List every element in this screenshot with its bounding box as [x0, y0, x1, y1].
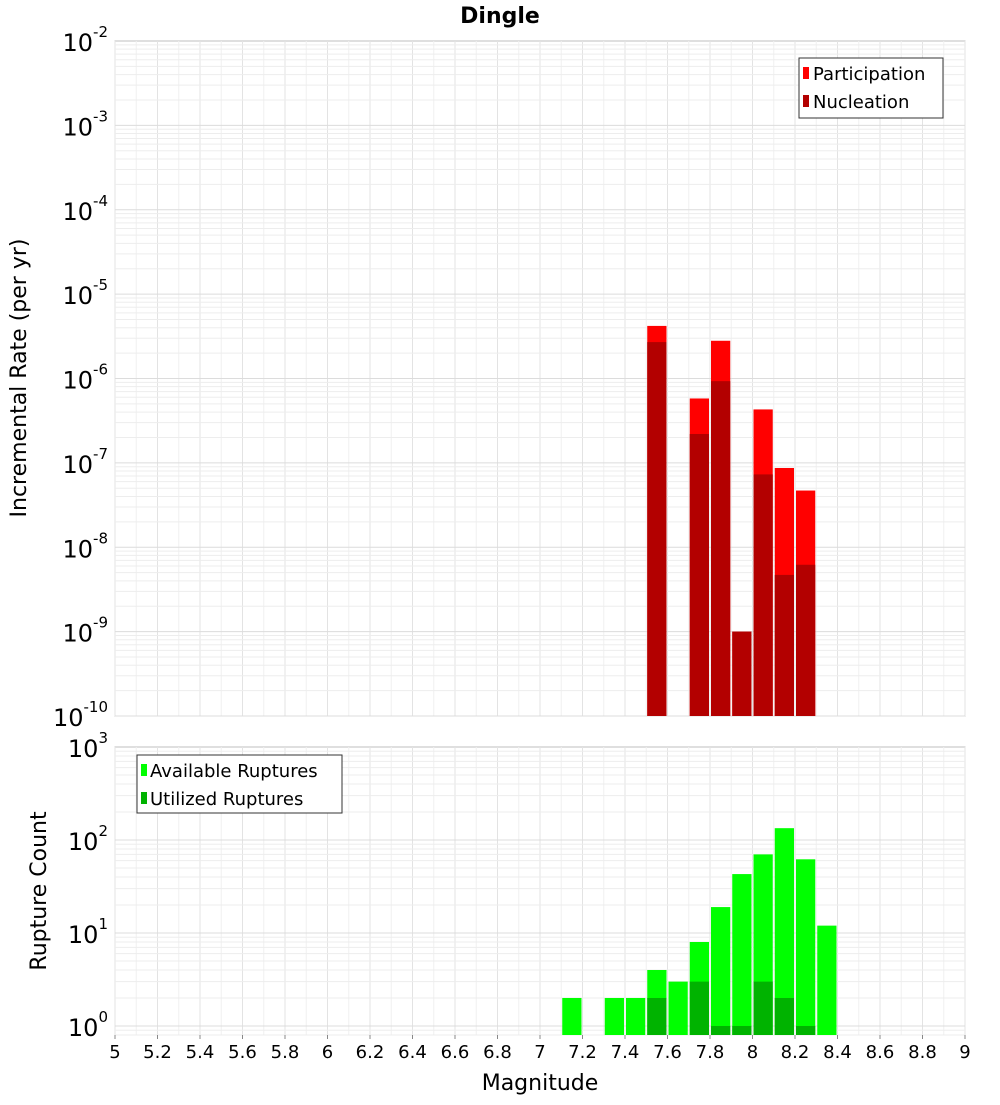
count-legend-available-label: Available Ruptures [150, 761, 318, 782]
count-legend-available-swatch [141, 764, 147, 776]
x-tick-label: 7.2 [568, 1042, 597, 1063]
rate-legend-box [798, 57, 944, 119]
rate-gridlines [114, 41, 966, 717]
x-tick-label: 6.2 [356, 1042, 385, 1063]
rate-y-tick-label: 10-10 [53, 698, 108, 732]
count-legend: Available Ruptures Utilized Ruptures [136, 754, 343, 814]
x-tick-label: 6.8 [483, 1042, 512, 1063]
rate-y-tick-label: 10-7 [62, 445, 108, 479]
x-tick-label: 5.8 [271, 1042, 300, 1063]
rate-bar-nucleation [774, 574, 794, 716]
rate-y-axis-label: Incremental Rate (per yr) [7, 239, 32, 518]
rate-y-tick-label: 10-4 [62, 192, 108, 226]
count-bar-available-ruptures [668, 981, 688, 1035]
count-bar-utilized-ruptures [774, 997, 794, 1035]
rate-legend-nucleation-swatch [803, 95, 809, 107]
x-tick-label: 9 [959, 1042, 970, 1063]
count-bar-available-ruptures [711, 907, 731, 1035]
rate-legend: Participation Nucleation [798, 57, 944, 119]
rate-y-tick-labels: 10-10 10-9 10-8 10-7 10-6 10-5 10-4 10-3 10-2 [53, 23, 108, 732]
count-legend-utilized-label: Utilized Ruptures [150, 789, 303, 810]
rate-bar-nucleation [796, 564, 816, 716]
count-y-tick-label: 102 [68, 822, 108, 856]
count-bar-utilized-ruptures [647, 997, 667, 1035]
count-bar-utilized-ruptures [796, 1025, 816, 1035]
count-bar-available-ruptures [604, 997, 624, 1035]
x-tick-label: 8.8 [908, 1042, 937, 1063]
x-tick-label: 7 [534, 1042, 545, 1063]
x-tick-label: 6 [322, 1042, 333, 1063]
count-y-tick-labels: 100 101 102 103 [68, 729, 108, 1042]
chart-title: Dingle [460, 4, 540, 29]
x-tick-label: 7.8 [696, 1042, 725, 1063]
rate-y-tick-label: 10-8 [62, 529, 108, 563]
rate-y-tick-label: 10-6 [62, 361, 108, 395]
count-bar-available-ruptures [562, 997, 582, 1035]
x-tick-label: 6.6 [441, 1042, 470, 1063]
count-bars [562, 828, 837, 1035]
count-bar-available-ruptures [817, 925, 837, 1035]
rate-bar-nucleation [711, 381, 731, 716]
rate-bar-nucleation [689, 433, 709, 716]
rate-bar-nucleation [647, 342, 667, 716]
rate-y-tick-label: 10-9 [62, 614, 108, 648]
count-bar-utilized-ruptures [689, 981, 709, 1035]
count-bar-available-ruptures [774, 828, 794, 1035]
x-tick-label: 5.4 [186, 1042, 215, 1063]
x-tick-label: 6.4 [398, 1042, 427, 1063]
count-bar-available-ruptures [626, 997, 646, 1035]
x-tick-label: 8 [747, 1042, 758, 1063]
rate-bars [647, 325, 816, 716]
x-tick-label: 7.6 [653, 1042, 682, 1063]
x-axis-label: Magnitude [482, 1071, 599, 1096]
rate-bar-nucleation [732, 631, 752, 716]
x-tick-labels: 5 5.2 5.4 5.6 5.8 6 6.2 6.4 6.6 6.8 7 7.2 7.4 7.6 7.8 8… [109, 1035, 971, 1063]
rate-y-tick-label: 10-5 [62, 276, 108, 310]
x-tick-label: 5 [109, 1042, 120, 1063]
count-y-tick-label: 103 [68, 729, 108, 763]
rate-bar-nucleation [753, 474, 773, 716]
x-tick-label: 8.4 [823, 1042, 852, 1063]
x-tick-label: 8.6 [866, 1042, 895, 1063]
count-bar-utilized-ruptures [753, 981, 773, 1035]
count-bar-available-ruptures [796, 859, 816, 1035]
count-bar-utilized-ruptures [711, 1025, 731, 1035]
count-y-tick-label: 100 [68, 1008, 108, 1042]
x-tick-label: 5.6 [228, 1042, 257, 1063]
count-y-tick-label: 101 [68, 915, 108, 949]
rate-legend-nucleation-label: Nucleation [813, 92, 909, 113]
x-tick-label: 8.2 [781, 1042, 810, 1063]
count-legend-utilized-swatch [141, 792, 147, 804]
x-tick-label: 5.2 [143, 1042, 172, 1063]
count-y-axis-label: Rupture Count [27, 811, 52, 971]
count-bar-available-ruptures [732, 874, 752, 1035]
count-bar-utilized-ruptures [732, 1025, 752, 1035]
x-tick-label: 7.4 [611, 1042, 640, 1063]
rate-legend-participation-label: Participation [813, 64, 925, 85]
rate-y-tick-label: 10-2 [62, 23, 108, 57]
rate-legend-participation-swatch [803, 67, 809, 79]
rate-y-tick-label: 10-3 [62, 107, 108, 141]
count-legend-box [136, 754, 343, 814]
